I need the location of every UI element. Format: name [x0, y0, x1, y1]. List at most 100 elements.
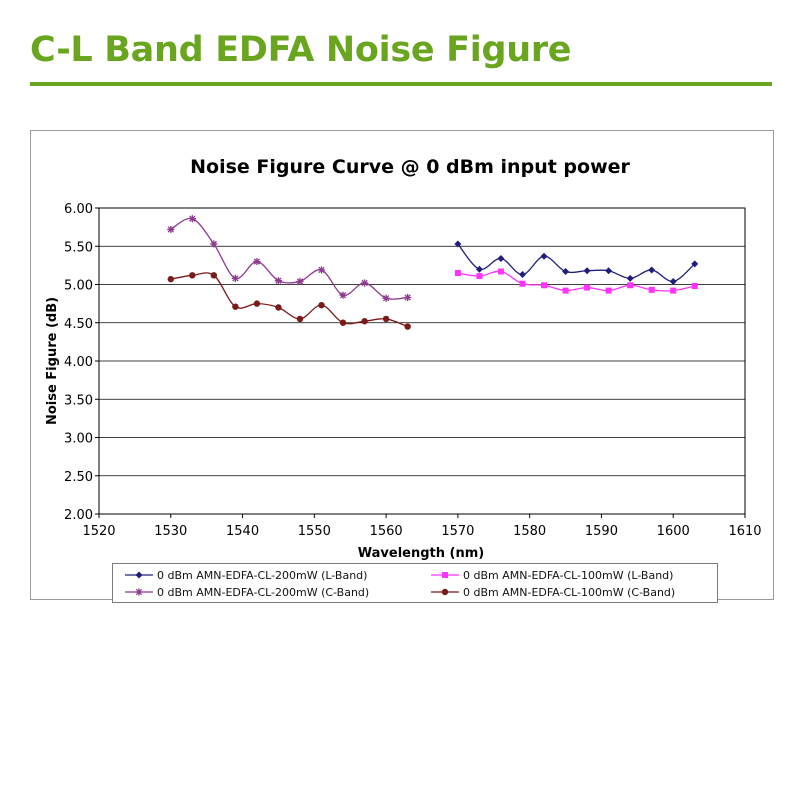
chart-legend: 0 dBm AMN-EDFA-CL-200mW (L-Band) 0 dBm AM…: [112, 563, 718, 603]
legend-swatch: [431, 572, 459, 578]
x-axis-ticks: 1520 1530 1540 1550 1560 1570 1580 1590 1600 1610: [82, 514, 762, 539]
series-3: [167, 215, 412, 302]
data-point: [231, 274, 239, 282]
y-tick-label: 4.50: [64, 317, 93, 332]
x-tick-label: 1520: [82, 524, 115, 539]
y-tick-label: 4.00: [64, 355, 93, 370]
data-point: [562, 287, 569, 294]
data-point: [210, 272, 218, 279]
data-point: [189, 272, 196, 279]
data-point: [339, 319, 347, 326]
data-point: [318, 301, 325, 309]
x-axis-label: Wavelength (nm): [358, 546, 484, 561]
x-tick-label: 1560: [370, 524, 403, 539]
data-point: [475, 265, 483, 273]
data-point: [605, 267, 613, 275]
data-point: [518, 271, 526, 279]
legend-label: 0 dBm AMN-EDFA-CL-200mW (L-Band): [157, 568, 368, 582]
legend-label: 0 dBm AMN-EDFA-CL-200mW (C-Band): [157, 585, 370, 599]
data-point: [584, 284, 591, 291]
data-point: [253, 257, 261, 266]
legend-item: 0 dBm AMN-EDFA-CL-100mW (C-Band): [431, 584, 675, 600]
y-axis-label: Noise Figure (dB): [45, 297, 60, 425]
data-point: [648, 286, 655, 293]
data-point: [627, 282, 634, 289]
y-tick-label: 3.50: [64, 393, 93, 408]
data-point: [361, 318, 368, 325]
data-point: [188, 215, 196, 223]
data-point: [317, 266, 326, 274]
series-4: [167, 272, 411, 330]
x-tick-label: 1570: [441, 524, 474, 539]
data-point: [167, 275, 174, 283]
legend-marker: [442, 572, 448, 578]
y-axis-ticks: 2.00 2.50 3.00 3.50 4.00 4.50 5.00 5.50 6.00: [64, 202, 99, 523]
data-point: [210, 240, 218, 248]
legend-item: 0 dBm AMN-EDFA-CL-200mW (L-Band): [125, 567, 367, 583]
data-point: [253, 300, 261, 307]
y-tick-label: 5.00: [64, 279, 93, 294]
data-point: [232, 303, 239, 310]
data-point: [275, 304, 282, 311]
legend-swatch: [125, 571, 153, 579]
data-point: [519, 280, 526, 287]
legend-marker: [135, 588, 143, 596]
data-point: [296, 315, 304, 323]
data-point: [626, 274, 634, 282]
data-point: [605, 287, 612, 294]
data-point: [540, 252, 548, 260]
data-point: [339, 291, 347, 299]
data-point: [691, 260, 699, 268]
x-tick-label: 1550: [298, 524, 331, 539]
series-1: [454, 240, 699, 285]
legend-swatch: [431, 588, 459, 596]
data-point: [382, 315, 390, 323]
data-point: [454, 240, 462, 248]
y-tick-label: 3.00: [64, 432, 93, 447]
x-tick-label: 1530: [154, 524, 187, 539]
data-point: [296, 277, 304, 286]
y-tick-label: 5.50: [64, 240, 93, 255]
legend-item: 0 dBm AMN-EDFA-CL-100mW (L-Band): [431, 567, 673, 583]
legend-marker: [441, 588, 449, 596]
x-tick-label: 1540: [226, 524, 259, 539]
y-tick-label: 2.00: [64, 508, 93, 523]
data-point: [583, 267, 591, 275]
data-point: [274, 277, 283, 285]
title-underline: [30, 82, 772, 86]
series-line: [170, 272, 408, 328]
grid-lines: [99, 245, 745, 477]
legend-swatch: [125, 588, 153, 596]
data-point: [691, 283, 698, 290]
data-point: [562, 267, 570, 275]
y-tick-label: 6.00: [64, 202, 93, 217]
x-tick-label: 1600: [657, 524, 690, 539]
x-tick-label: 1590: [585, 524, 618, 539]
data-point: [497, 268, 504, 275]
legend-label: 0 dBm AMN-EDFA-CL-100mW (L-Band): [463, 568, 674, 582]
legend-item: 0 dBm AMN-EDFA-CL-200mW (C-Band): [125, 584, 369, 600]
data-point: [454, 270, 461, 277]
data-point: [360, 279, 369, 287]
data-series: [167, 215, 699, 330]
x-tick-label: 1580: [513, 524, 546, 539]
data-point: [669, 277, 677, 285]
series-2: [454, 268, 698, 294]
data-point: [167, 225, 175, 234]
data-point: [497, 254, 505, 262]
chart-title: Noise Figure Curve @ 0 dBm input power: [190, 156, 630, 178]
legend-label: 0 dBm AMN-EDFA-CL-100mW (C-Band): [463, 585, 676, 599]
legend-marker: [135, 571, 143, 579]
data-point: [404, 323, 411, 330]
data-point: [541, 282, 548, 289]
x-tick-label: 1610: [728, 524, 761, 539]
data-point: [404, 293, 412, 302]
data-point: [670, 287, 677, 294]
series-line: [457, 243, 696, 283]
series-line: [170, 217, 408, 300]
data-point: [382, 294, 390, 302]
data-point: [648, 266, 656, 274]
page-title: C-L Band EDFA Noise Figure: [30, 30, 572, 70]
y-tick-label: 2.50: [64, 470, 93, 485]
